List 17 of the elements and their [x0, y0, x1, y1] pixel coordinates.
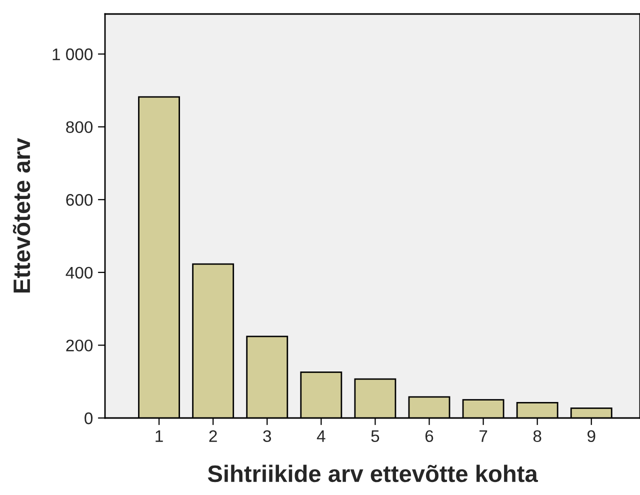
x-tick-label: 5 [371, 430, 380, 442]
y-tick-label: 400 [66, 266, 93, 279]
y-tick-label: 0 [84, 412, 93, 424]
y-tick-label: 600 [66, 194, 93, 206]
x-tick-label: 6 [425, 430, 434, 442]
x-tick-label: 7 [480, 430, 488, 442]
x-tick-label: 1 [156, 430, 163, 442]
x-tick-label: 3 [263, 430, 272, 442]
x-tick-label: 4 [316, 430, 326, 442]
x-tick-label: 9 [588, 430, 596, 442]
y-axis-title: Ettevõtete arv [12, 138, 30, 292]
x-tick-label: 8 [533, 430, 542, 442]
y-tick-label: 800 [66, 121, 93, 134]
y-tick-label: 1 000 [52, 48, 93, 60]
y-tick-label: 200 [66, 340, 93, 352]
x-axis-title: Sihtriikide arv ettevõtte kohta [208, 464, 538, 482]
x-tick-label: 2 [209, 430, 217, 442]
